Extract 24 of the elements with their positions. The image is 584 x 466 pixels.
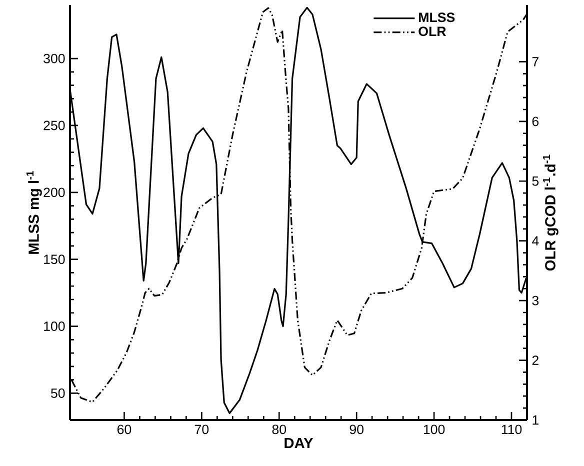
x-tick-label: 100 <box>424 424 445 434</box>
y2-tick-label: 7 <box>532 57 538 66</box>
x-tick-label: 70 <box>194 424 209 434</box>
y2-tick-label: 1 <box>532 415 538 425</box>
y-tick-label: 200 <box>44 188 65 198</box>
legend-label: MLSS <box>419 12 455 22</box>
y-tick-label: 250 <box>44 120 65 130</box>
y2-tick-label: 3 <box>532 296 539 306</box>
y-tick-label: 300 <box>44 54 65 64</box>
x-tick-label: 90 <box>350 424 364 434</box>
y2-tick-label: 4 <box>532 236 539 246</box>
y2-tick-label: 2 <box>532 356 538 365</box>
x-tick-label: 110 <box>502 424 522 434</box>
y-axis-title: MLSS mg l$^{-1}$ <box>26 171 42 254</box>
x-axis-title: DAY <box>284 438 314 448</box>
y2-tick-label: 6 <box>532 116 539 126</box>
legend-label: OLR <box>418 26 446 36</box>
y-tick-label: 150 <box>44 254 65 264</box>
x-tick-label: 80 <box>272 424 286 434</box>
y-tick-label: 100 <box>44 322 65 331</box>
y-tick-label: 50 <box>51 388 65 398</box>
y2-tick-label: 5 <box>532 176 539 186</box>
x-tick-label: 60 <box>117 424 132 434</box>
y2-axis-title: OLR gCOD l$^{-1}$.d$^{-1}$ <box>542 154 558 271</box>
